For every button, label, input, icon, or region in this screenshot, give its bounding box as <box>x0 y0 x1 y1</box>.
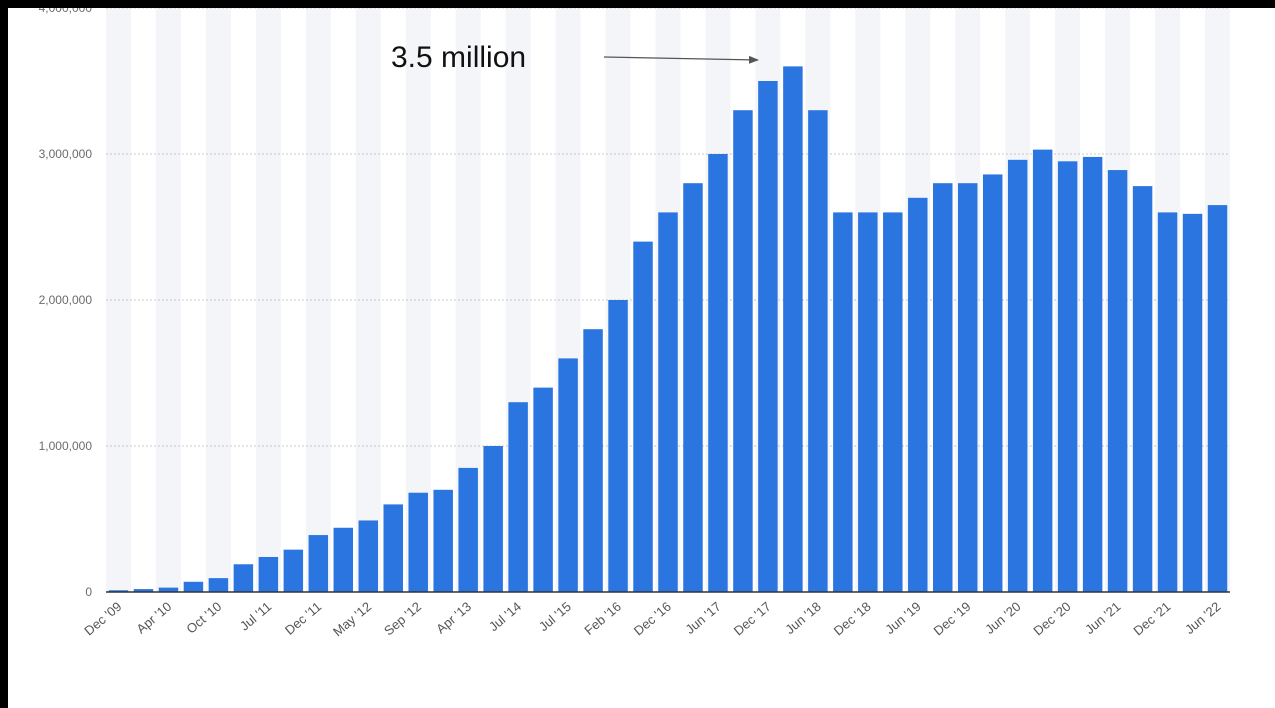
bar: Dec '17: 3,500,000 <box>758 81 778 592</box>
bars: Dec '09: 12,000 Feb '10: 20,000 Apr '10: 3… <box>108 66 1228 593</box>
bar: Apr '13: 850,000 <box>458 467 478 592</box>
bar: Sep '20: 3,030,000 <box>1032 149 1053 592</box>
x-tick-label: Dec '09 <box>81 599 124 639</box>
x-tick-label: May '12 <box>330 599 374 639</box>
x-tick-label: Jun '20 <box>982 599 1023 637</box>
bar: Sep '21: 2,780,000 <box>1132 186 1153 592</box>
bar: Jun '22: 2,650,000 <box>1207 205 1228 592</box>
annotation-arrow <box>603 55 759 64</box>
background-band <box>155 8 181 592</box>
background-band <box>255 8 281 592</box>
bar: Jul '10: 70,000 <box>183 581 204 592</box>
x-axis: Dec '09 Apr '10 Oct '10 Jul '11 Dec '11 May '… <box>81 599 1223 639</box>
x-tick-label: Dec '18 <box>831 599 874 639</box>
bar: Dec '21: 2,600,000 <box>1157 212 1178 592</box>
bar: Sep '19: 2,800,000 <box>933 183 953 592</box>
bar: Dec '20: 2,950,000 <box>1057 161 1078 593</box>
x-tick-label: Feb '16 <box>581 599 624 638</box>
bar: Mar '20: 2,860,000 <box>982 174 1003 592</box>
bar: Apr '11: 190,000 <box>233 564 254 592</box>
bar: Jun '16: 2,400,000 <box>633 241 653 592</box>
y-tick-label: 4,000,000 <box>39 8 93 15</box>
bar: Dec '09: 12,000 <box>108 590 129 592</box>
bar: Jun '21: 2,890,000 <box>1107 170 1128 592</box>
bar: Feb '10: 20,000 <box>133 589 154 592</box>
bar: Dec '12: 700,000 <box>433 489 453 592</box>
bar: Jun '19: 2,700,000 <box>908 197 928 593</box>
annotation-label: 3.5 million <box>391 41 526 74</box>
y-tick-label: 3,000,000 <box>39 147 93 161</box>
x-tick-label: Apr '13 <box>433 599 474 637</box>
bar: Feb '17: 2,800,000 <box>683 183 703 592</box>
bar: May '12: 490,000 <box>358 520 379 592</box>
x-tick-label: Oct '10 <box>183 599 224 637</box>
bar: Dec '16: 2,600,000 <box>658 212 678 592</box>
y-tick-label: 1,000,000 <box>39 439 93 453</box>
bar: Jul '12: 600,000 <box>383 504 403 592</box>
bar: Mar '21: 2,980,000 <box>1082 156 1103 593</box>
bar: Jun '20: 2,960,000 <box>1007 159 1028 592</box>
bar: Dec '13: 1,000,000 <box>483 446 503 592</box>
x-tick-label: Dec '17 <box>731 599 774 639</box>
y-tick-label: 2,000,000 <box>39 293 93 307</box>
bar: Apr '10: 30,000 <box>158 587 179 592</box>
bar: Sep '17: 3,300,000 <box>733 110 753 592</box>
x-tick-label: Dec '11 <box>282 599 324 638</box>
bar: Jul '11: 240,000 <box>258 556 279 592</box>
x-tick-label: Apr '10 <box>133 599 174 637</box>
x-tick-label: Jun '17 <box>682 599 723 637</box>
bar: Mar '18: 3,600,000 <box>783 66 803 592</box>
x-tick-label: Dec '16 <box>631 599 674 639</box>
x-tick-label: Jun '19 <box>882 599 923 637</box>
x-tick-label: Jun '22 <box>1182 599 1223 637</box>
x-tick-label: Jun '18 <box>782 599 823 637</box>
bar: Mar '19: 2,600,000 <box>883 212 903 592</box>
y-tick-label: 0 <box>85 585 92 599</box>
bar: Dec '18: 2,600,000 <box>858 212 878 592</box>
x-tick-label: Jun '21 <box>1082 599 1123 637</box>
bar: Jul '14: 1,300,000 <box>508 402 528 592</box>
bar-chart: 0 1,000,000 2,000,000 3,000,000 4,000,000 De… <box>39 8 1230 639</box>
bar: Oct '15: 1,800,000 <box>583 329 603 592</box>
bar: Feb '16: 2,000,000 <box>608 300 628 592</box>
bar: Dec '11: 390,000 <box>308 535 329 592</box>
bar: Oct '11: 290,000 <box>283 549 304 592</box>
x-tick-label: Jul '11 <box>237 599 274 634</box>
bar: Mar '22: 2,590,000 <box>1182 213 1203 593</box>
x-tick-label: Dec '21 <box>1130 599 1173 639</box>
x-tick-label: Dec '19 <box>931 599 974 639</box>
bar: Sep '18: 2,600,000 <box>833 212 853 592</box>
bar: Dec '19: 2,800,000 <box>957 183 978 592</box>
bar: Oct '10: 95,000 <box>208 578 229 592</box>
x-tick-label: Jul '15 <box>536 599 574 634</box>
bar: Dec '14: 1,400,000 <box>533 387 553 592</box>
bar: Jun '17: 3,000,000 <box>708 154 728 592</box>
annotation: 3.5 million <box>391 41 759 74</box>
bar: Jun '18: 3,300,000 <box>808 110 828 592</box>
bar: Feb '12: 440,000 <box>333 527 354 592</box>
y-axis: 0 1,000,000 2,000,000 3,000,000 4,000,000 <box>39 8 93 599</box>
chart-frame: 0 1,000,000 2,000,000 3,000,000 4,000,000 De… <box>8 8 1275 708</box>
x-tick-label: Jul '14 <box>486 599 524 634</box>
bar: Jul '15: 1,600,000 <box>558 358 578 592</box>
x-tick-label: Dec '20 <box>1030 599 1073 639</box>
x-tick-label: Sep '12 <box>381 599 424 639</box>
bar: Sep '12: 680,000 <box>408 492 428 592</box>
